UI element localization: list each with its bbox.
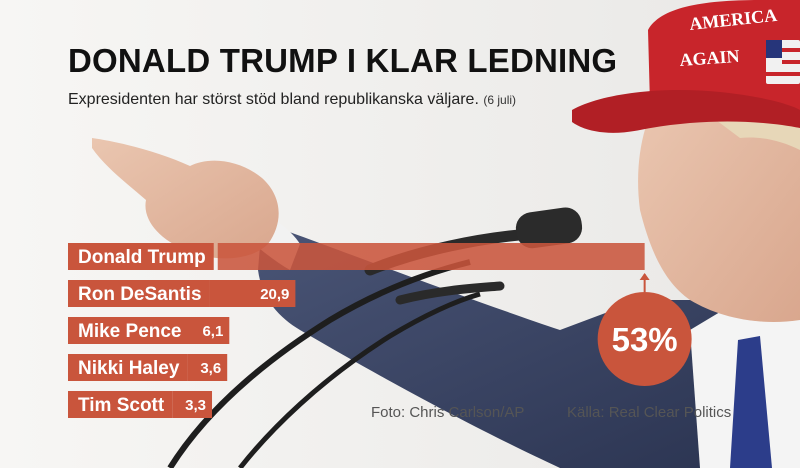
cap-text: AGAIN xyxy=(679,46,740,70)
head xyxy=(638,103,800,322)
bar-label: Tim Scott xyxy=(78,395,165,416)
bar-label-background xyxy=(68,317,190,344)
cap-brim xyxy=(572,90,800,133)
bar-label-background xyxy=(68,243,214,270)
subtitle-text: Expresidenten har störst stöd bland repu… xyxy=(68,91,479,108)
bar-label: Mike Pence xyxy=(78,321,182,342)
bar-label-background xyxy=(68,354,188,381)
bar-label: Nikki Haley xyxy=(78,358,180,379)
callout-arrow xyxy=(639,273,650,280)
bar-label-background xyxy=(68,280,210,307)
value-label: 3,3 xyxy=(185,397,206,414)
bar xyxy=(189,317,230,344)
callout-circle xyxy=(597,292,692,386)
page-title: DONALD TRUMP I KLAR LEDNING xyxy=(68,42,618,79)
bar xyxy=(209,280,296,307)
bar xyxy=(187,354,228,381)
bar-label: Ron DeSantis xyxy=(78,284,202,305)
subtitle-date: (6 juli) xyxy=(483,93,517,107)
pointing-hand xyxy=(92,138,279,259)
value-label: 6,1 xyxy=(202,323,223,340)
bar-label: Donald Trump xyxy=(78,247,206,268)
bar xyxy=(172,391,213,418)
callout-value: 53% xyxy=(612,321,678,358)
value-label: 20,9 xyxy=(260,286,289,303)
red-cap xyxy=(648,0,800,112)
source-credit: Källa: Real Clear Politics xyxy=(567,404,732,421)
bar-label-background xyxy=(68,391,173,418)
microphone-head xyxy=(515,207,583,249)
value-label: 3,6 xyxy=(200,360,221,377)
microphone-stand xyxy=(167,259,471,468)
bar xyxy=(217,243,645,270)
photo-credit: Foto: Chris Carlson/AP xyxy=(371,404,525,421)
subtitle: Expresidenten har störst stöd bland repu… xyxy=(68,91,516,109)
suit-arm xyxy=(258,222,800,468)
